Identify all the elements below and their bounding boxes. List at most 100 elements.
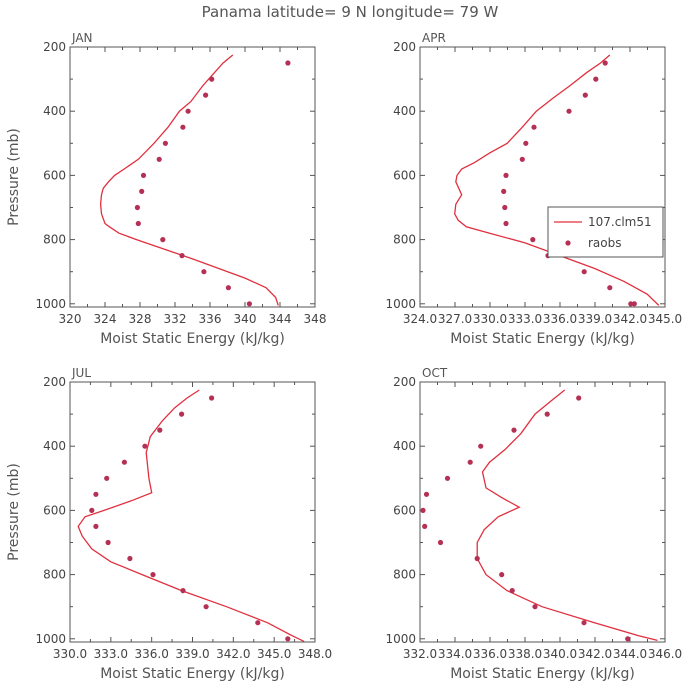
raobs-point [179,253,185,259]
x-tick-label: 332 [164,312,187,326]
raobs-point [532,604,538,610]
x-tick-label: 342.0 [216,647,250,661]
raobs-point [625,636,631,642]
raobs-point [104,475,110,481]
plot-frame [419,381,666,643]
raobs-point [203,92,209,98]
x-tick-label: 340.0 [543,647,577,661]
x-tick-label: 334.0 [438,647,472,661]
raobs-point [502,204,508,211]
plot-frame [69,46,316,308]
y-tick-label: 800 [393,233,416,247]
figure-title: Panama latitude= 9 N longitude= 79 W [202,3,499,21]
y-tick-label: 800 [43,568,66,582]
raobs-point [127,555,133,562]
x-tick-label: 342.0 [613,312,647,326]
x-axis-title: Moist Static Energy (kJ/kg) [100,666,285,682]
x-tick-label: 336 [199,312,222,326]
raobs-point [203,604,209,610]
legend-box [547,206,664,258]
raobs-point [423,491,430,497]
raobs-point [503,172,509,178]
x-tick-label: 346.0 [648,647,682,661]
raobs-point [499,572,505,578]
plot-frame [69,381,316,643]
raobs-point [142,443,148,449]
raobs-point [93,523,99,530]
model-profile-line [454,54,660,306]
y-axis-title: Pressure (mb) [6,128,22,226]
y-tick-label: 600 [43,168,66,182]
y-tick-label: 200 [43,40,66,54]
x-tick-label: 336.0 [473,647,507,661]
panel-oct: OCT 332.0 334.0 336.0 338.0 340.0 342.0 344.0 34… [385,366,682,682]
x-tick-label: 328 [129,312,152,326]
x-tick-label: 339.0 [578,312,612,326]
x-tick-label: 333.0 [94,647,128,661]
raobs-point [285,636,291,642]
y-tick-label: 200 [393,375,416,389]
raobs-point [631,301,637,307]
raobs-point [519,156,525,162]
panel-label: APR [422,31,446,45]
raobs-point [201,269,207,275]
x-tick-label: 344.0 [613,647,647,661]
panel-apr: APR 324.0 327.0 330.0 333.0 336.0 339.0 342.0 34… [385,31,682,347]
raobs-point [511,427,517,433]
x-tick-label: 345.0 [257,647,291,661]
raobs-point [509,588,515,594]
raobs-point [156,156,162,162]
raobs-point [593,76,599,82]
raobs-point [576,395,582,401]
x-tick-label: 336.0 [543,312,577,326]
raobs-point [531,124,537,130]
x-tick-label: 332.0 [403,647,437,661]
raobs-point [225,285,231,291]
raobs-point [437,539,444,546]
panel-jul: JUL 330.0 333.0 336.0 339.0 342.0 345.0 348.0 20… [6,366,332,682]
raobs-point [180,588,186,594]
panel-label: JUL [71,366,91,380]
legend: 107.clm51 raobs [547,206,664,258]
raobs-point [180,124,186,130]
raobs-point [135,220,141,227]
y-tick-label: 400 [393,439,416,453]
y-tick-label: 400 [393,104,416,118]
raobs-point [422,523,428,530]
model-profile-line [77,389,305,642]
raobs-point [607,285,613,291]
x-tick-label: 339.0 [175,647,209,661]
raobs-point [246,301,252,307]
raobs-point [420,507,426,513]
y-axis-title: Pressure (mb) [6,463,22,561]
x-axis-title: Moist Static Energy (kJ/kg) [450,331,635,347]
y-tick-label: 400 [43,104,66,118]
y-tick-label: 600 [393,503,416,517]
y-tick-label: 1000 [35,632,66,646]
x-tick-label: 333.0 [508,312,542,326]
x-tick-label: 324 [94,312,117,326]
raobs-point [566,108,572,114]
raobs-point [140,172,147,178]
x-tick-label: 345.0 [648,312,682,326]
raobs-point [602,60,608,66]
raobs-point [285,60,291,66]
x-tick-label: 320 [59,312,82,326]
raobs-point [121,459,127,465]
raobs-point [209,395,215,401]
legend-label-model: 107.clm51 [588,215,652,229]
raobs-point [582,92,588,98]
raobs-point [501,188,507,194]
y-tick-label: 600 [43,503,66,517]
raobs-point [581,269,587,275]
raobs-point [105,539,111,546]
raobs-point [157,427,163,433]
raobs-point [160,237,166,243]
raobs-point [581,620,587,626]
x-tick-label: 348 [304,312,327,326]
panel-label: JAN [71,31,93,45]
raobs-point [503,220,509,227]
x-tick-label: 330.0 [473,312,507,326]
x-tick-label: 340 [234,312,257,326]
